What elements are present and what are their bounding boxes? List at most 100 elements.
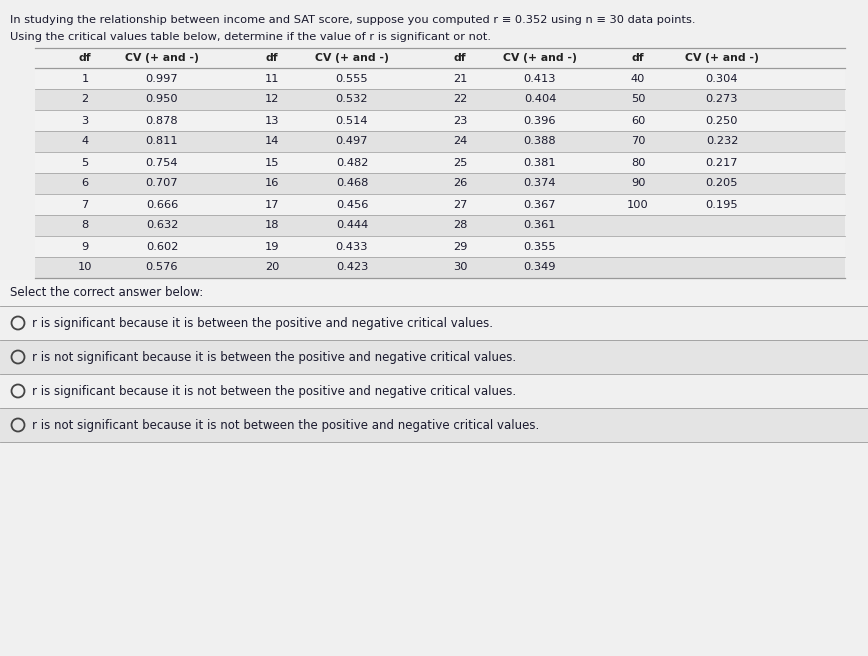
Text: 0.396: 0.396 (523, 115, 556, 125)
Text: 0.361: 0.361 (523, 220, 556, 230)
Bar (35, 215, 845, 236)
Bar (35, 194, 845, 215)
Text: 0.349: 0.349 (523, 262, 556, 272)
Text: 23: 23 (453, 115, 467, 125)
Text: Using the critical values table below, determine if the value of r is significan: Using the critical values table below, d… (10, 32, 491, 42)
Text: 0.878: 0.878 (146, 115, 178, 125)
Text: 0.374: 0.374 (523, 178, 556, 188)
Text: 13: 13 (265, 115, 279, 125)
Text: 0.754: 0.754 (146, 157, 178, 167)
Text: 0.232: 0.232 (706, 136, 738, 146)
Text: 21: 21 (453, 73, 467, 83)
Text: 0.576: 0.576 (146, 262, 178, 272)
Text: 18: 18 (265, 220, 279, 230)
Text: 8: 8 (82, 220, 89, 230)
Text: 0.195: 0.195 (706, 199, 739, 209)
Text: df: df (632, 53, 644, 63)
Text: 0.273: 0.273 (706, 94, 739, 104)
Text: 30: 30 (453, 262, 467, 272)
Text: 12: 12 (265, 94, 279, 104)
Text: 7: 7 (82, 199, 89, 209)
Text: df: df (266, 53, 279, 63)
Text: In studying the relationship between income and SAT score, suppose you computed : In studying the relationship between inc… (10, 15, 695, 25)
Text: 17: 17 (265, 199, 279, 209)
Bar (35, 257, 845, 278)
Text: 0.404: 0.404 (523, 94, 556, 104)
Text: 0.304: 0.304 (706, 73, 739, 83)
Text: CV (+ and -): CV (+ and -) (503, 53, 577, 63)
Text: 0.632: 0.632 (146, 220, 178, 230)
Text: 0.433: 0.433 (336, 241, 368, 251)
Text: 29: 29 (453, 241, 467, 251)
Text: df: df (79, 53, 91, 63)
Text: 0.497: 0.497 (336, 136, 368, 146)
Text: 15: 15 (265, 157, 279, 167)
Text: r is significant because it is between the positive and negative critical values: r is significant because it is between t… (32, 316, 493, 329)
Bar (35, 236, 845, 257)
Text: 0.482: 0.482 (336, 157, 368, 167)
Text: 11: 11 (265, 73, 279, 83)
Bar (0, 280, 868, 306)
Text: 0.532: 0.532 (336, 94, 368, 104)
Text: 80: 80 (631, 157, 645, 167)
Text: 70: 70 (631, 136, 645, 146)
Text: 14: 14 (265, 136, 279, 146)
Text: 19: 19 (265, 241, 279, 251)
Bar (35, 131, 845, 152)
Text: 0.811: 0.811 (146, 136, 178, 146)
Text: 9: 9 (82, 241, 89, 251)
Text: 0.456: 0.456 (336, 199, 368, 209)
Bar (35, 68, 845, 89)
Text: r is significant because it is not between the positive and negative critical va: r is significant because it is not betwe… (32, 384, 516, 398)
Text: Select the correct answer below:: Select the correct answer below: (10, 287, 203, 300)
Text: 20: 20 (265, 262, 279, 272)
Text: 90: 90 (631, 178, 645, 188)
Text: 4: 4 (82, 136, 89, 146)
Bar (0, 374, 868, 408)
Bar (35, 89, 845, 110)
Text: 28: 28 (453, 220, 467, 230)
Bar (35, 173, 845, 194)
Text: 25: 25 (453, 157, 467, 167)
Text: 0.250: 0.250 (706, 115, 739, 125)
Text: CV (+ and -): CV (+ and -) (315, 53, 389, 63)
Text: 26: 26 (453, 178, 467, 188)
Text: 0.514: 0.514 (336, 115, 368, 125)
Text: CV (+ and -): CV (+ and -) (685, 53, 759, 63)
Text: 6: 6 (82, 178, 89, 188)
Bar (0, 306, 868, 340)
Text: 0.205: 0.205 (706, 178, 739, 188)
Bar (0, 408, 868, 442)
Text: 0.367: 0.367 (523, 199, 556, 209)
Text: r is not significant because it is between the positive and negative critical va: r is not significant because it is betwe… (32, 350, 516, 363)
Bar (0, 340, 868, 374)
Text: 3: 3 (82, 115, 89, 125)
Text: 0.997: 0.997 (146, 73, 178, 83)
Text: r is not significant because it is not between the positive and negative critica: r is not significant because it is not b… (32, 419, 539, 432)
Text: CV (+ and -): CV (+ and -) (125, 53, 199, 63)
Text: 10: 10 (78, 262, 92, 272)
Text: 0.950: 0.950 (146, 94, 178, 104)
Text: 0.217: 0.217 (706, 157, 739, 167)
Text: 0.555: 0.555 (336, 73, 368, 83)
Text: 0.381: 0.381 (523, 157, 556, 167)
Text: 0.602: 0.602 (146, 241, 178, 251)
Text: 60: 60 (631, 115, 645, 125)
Text: 24: 24 (453, 136, 467, 146)
Text: 0.413: 0.413 (523, 73, 556, 83)
Text: 0.468: 0.468 (336, 178, 368, 188)
Text: 0.444: 0.444 (336, 220, 368, 230)
Text: 0.388: 0.388 (523, 136, 556, 146)
Text: 50: 50 (631, 94, 645, 104)
Text: 100: 100 (627, 199, 649, 209)
Text: 16: 16 (265, 178, 279, 188)
Bar (35, 110, 845, 131)
Text: 0.423: 0.423 (336, 262, 368, 272)
Text: 0.707: 0.707 (146, 178, 178, 188)
Text: df: df (454, 53, 466, 63)
Text: 2: 2 (82, 94, 89, 104)
Bar (35, 152, 845, 173)
Text: 1: 1 (82, 73, 89, 83)
Text: 27: 27 (453, 199, 467, 209)
Text: 0.355: 0.355 (523, 241, 556, 251)
